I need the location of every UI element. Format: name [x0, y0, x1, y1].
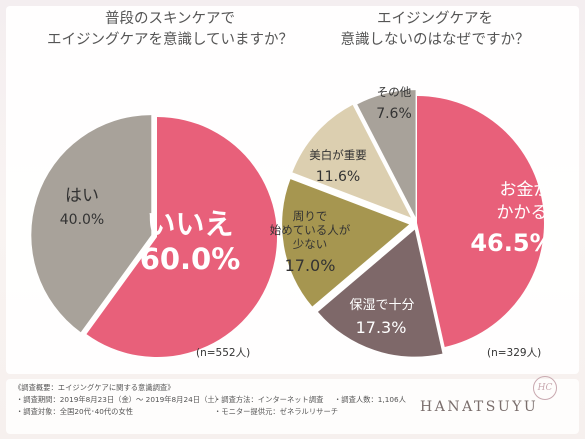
pie-slice-2 — [282, 179, 410, 307]
right-pie — [282, 90, 544, 357]
left-pie — [31, 115, 277, 357]
survey-provider: ・モニター提供元：ゼネラルリサーチ — [214, 407, 339, 416]
slice-pct-mawari: 17.0% — [285, 256, 336, 275]
right-sample-size: (n=329人) — [487, 347, 542, 359]
slice-label-okane-1: お金が — [500, 180, 551, 200]
slice-pct-okane: 46.5% — [470, 229, 553, 257]
survey-heading: 《調査概要：エイジングケアに関する意識調査》 — [14, 383, 175, 392]
right-chart-title: エイジングケアを 意識しないのはなぜですか？ — [290, 9, 580, 51]
pie-slice-3 — [292, 104, 412, 218]
pie-slice-1 — [317, 229, 443, 357]
pie-slice-1 — [31, 115, 152, 333]
pie-slice-4 — [357, 90, 416, 218]
survey-footer: 《調査概要：エイジングケアに関する意識調査》 ・調査期間：2019年8月23日（… — [6, 379, 579, 434]
slice-pct-hai: 40.0% — [60, 212, 104, 228]
slice-label-mawari-3: 少ない — [293, 237, 328, 251]
survey-method: ・調査方法：インターネット調査 — [214, 395, 324, 404]
left-chart-title: 普段のスキンケアで エイジングケアを意識していますか？ — [20, 9, 320, 51]
slice-label-hai: はい — [65, 186, 99, 206]
slice-label-hoshitsu: 保湿で十分 — [349, 298, 414, 313]
right-title-line-2: 意識しないのはなぜですか？ — [340, 32, 530, 48]
left-sample-size: (n=552人) — [196, 347, 251, 359]
right-title-line-1: エイジングケアを — [377, 11, 493, 27]
left-title-line-2: エイジングケアを意識していますか？ — [46, 32, 294, 48]
slice-pct-hoshitsu: 17.3% — [356, 318, 407, 337]
left-title-line-1: 普段のスキンケアで — [104, 11, 236, 27]
slice-label-okane-2: かかる — [497, 203, 548, 223]
survey-count: ・調査人数：1,106人 — [334, 395, 406, 404]
pie-slice-0 — [417, 96, 544, 347]
slice-label-iie: いいえ — [146, 207, 233, 241]
survey-target: ・調査対象：全国20代･40代の女性 — [16, 407, 134, 416]
pie-slice-0 — [86, 117, 277, 357]
brand-name: HANATSUYU — [420, 399, 539, 415]
slice-pct-iie: 60.0% — [140, 242, 241, 276]
slice-label-sonota: その他 — [377, 85, 412, 99]
brand-logo-mark: HC — [533, 376, 557, 400]
slice-label-bihaku: 美白が重要 — [309, 148, 367, 162]
slice-pct-sonota: 7.6% — [376, 106, 412, 122]
slice-label-mawari-1: 周りで — [293, 209, 328, 223]
slice-pct-bihaku: 11.6% — [316, 169, 360, 185]
survey-period: ・調査期間：2019年8月23日（金）～ 2019年8月24日（土） — [16, 395, 222, 404]
slice-label-mawari-2: 始めている人が — [270, 223, 351, 237]
